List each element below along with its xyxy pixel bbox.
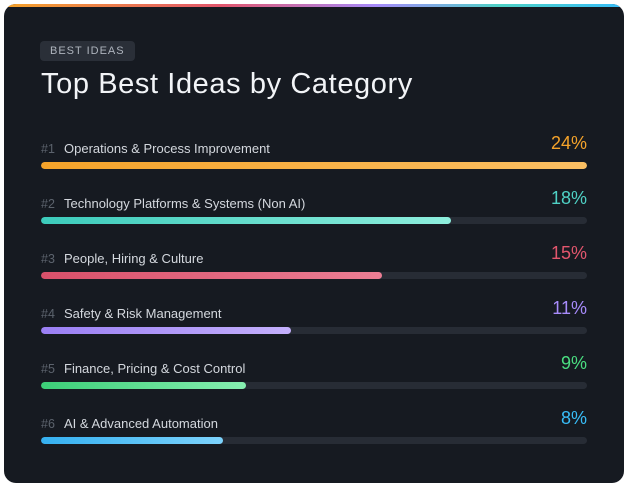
rank-label: #5 — [41, 362, 55, 376]
category-row: #3 People, Hiring & Culture 15% — [41, 243, 587, 283]
bar-track — [41, 217, 587, 224]
bar-fill — [41, 382, 246, 389]
percent-value-label: 15% — [550, 243, 587, 263]
bar-fill — [41, 217, 451, 224]
category-row: #4 Safety & Risk Management 11% — [41, 298, 587, 338]
chart-title: Top Best Ideas by Category — [41, 68, 413, 100]
percent-value-label: 18% — [550, 188, 587, 208]
percent-value-label: 24% — [550, 133, 587, 153]
category-label: Technology Platforms & Systems (Non AI) — [64, 196, 306, 211]
category-label: AI & Advanced Automation — [64, 416, 218, 431]
bar-fill — [41, 327, 291, 334]
rank-label: #4 — [41, 307, 55, 321]
accent-gradient-line — [4, 4, 624, 7]
percent-value-label: 9% — [560, 353, 587, 373]
rank-label: #6 — [41, 417, 55, 431]
percent-value-label: 11% — [552, 298, 587, 318]
category-label: People, Hiring & Culture — [64, 251, 204, 266]
category-row: #2 Technology Platforms & Systems (Non AI… — [41, 188, 587, 228]
percent-value-label: 8% — [560, 408, 587, 428]
bar-track — [41, 272, 587, 279]
category-label: Operations & Process Improvement — [64, 141, 270, 156]
section-tag: BEST IDEAS — [40, 41, 135, 61]
bar-track — [41, 437, 587, 444]
category-row: #6 AI & Advanced Automation 8% — [41, 408, 587, 448]
category-label: Safety & Risk Management — [64, 306, 222, 321]
ideas-card: BEST IDEAS Top Best Ideas by Category #1… — [4, 4, 624, 483]
bar-track — [41, 162, 587, 169]
bar-fill — [41, 162, 587, 169]
category-row: #5 Finance, Pricing & Cost Control 9% — [41, 353, 587, 393]
rank-label: #3 — [41, 252, 55, 266]
category-row: #1 Operations & Process Improvement 24% — [41, 133, 587, 173]
bar-track — [41, 382, 587, 389]
category-label: Finance, Pricing & Cost Control — [64, 361, 246, 376]
bar-fill — [41, 272, 382, 279]
bar-fill — [41, 437, 223, 444]
rank-label: #2 — [41, 197, 55, 211]
rank-label: #1 — [41, 142, 55, 156]
bar-track — [41, 327, 587, 334]
